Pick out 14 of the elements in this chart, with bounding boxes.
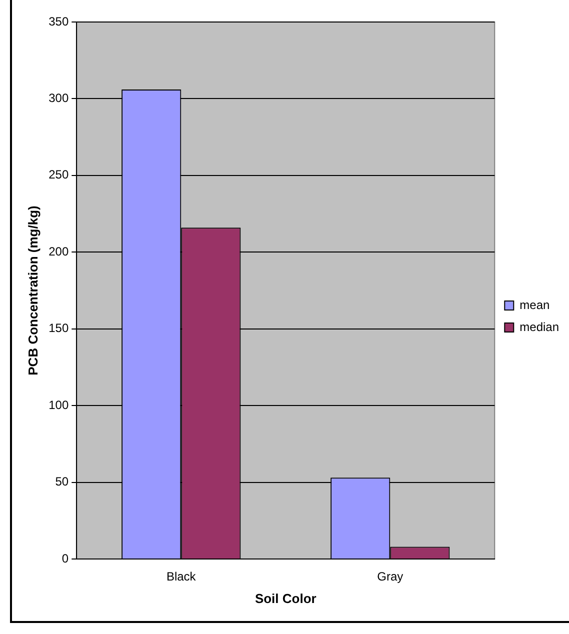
y-tick-label: 0 — [62, 551, 69, 566]
y-tick-label: 300 — [48, 91, 69, 106]
y-axis-title: PCB Concentration (mg/kg) — [25, 206, 40, 376]
x-axis-title: Soil Color — [254, 590, 316, 606]
y-tick-label: 250 — [48, 168, 69, 182]
x-tick-label: Black — [166, 570, 197, 584]
x-tick-label: Gray — [377, 570, 404, 584]
legend-label: median — [520, 320, 559, 334]
y-tick-label: 100 — [48, 398, 69, 412]
y-tick-label: 200 — [48, 244, 69, 258]
y-tick-label: 150 — [48, 321, 69, 336]
legend-label: mean — [520, 298, 550, 312]
y-tick-label: 50 — [55, 474, 69, 489]
y-tick-label: 350 — [48, 14, 69, 28]
